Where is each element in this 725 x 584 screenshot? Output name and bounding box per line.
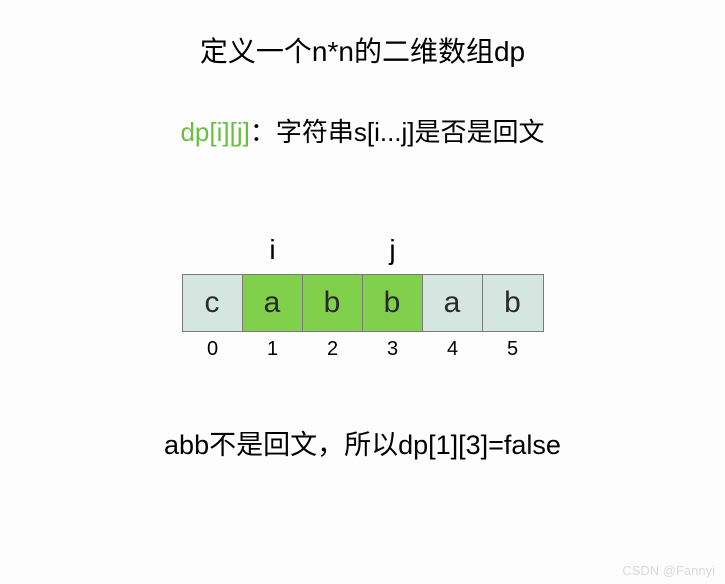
index-4: 4 — [423, 338, 483, 361]
index-row: 0 1 2 3 4 5 — [183, 338, 543, 361]
conclusion-text: abb不是回文，所以dp[1][3]=false — [0, 423, 725, 462]
array-cells: c a b b a b — [182, 274, 544, 332]
index-2: 2 — [303, 338, 363, 361]
dp-notation: dp[i][j] — [180, 117, 249, 147]
watermark: CSDN @Fannyi — [622, 563, 715, 578]
pointer-cell — [183, 234, 243, 266]
index-5: 5 — [483, 338, 543, 361]
pointer-row: i j — [183, 234, 543, 266]
array-cell-2: b — [303, 275, 363, 331]
definition-text: dp[i][j]：字符串s[i...j]是否是回文 — [0, 112, 725, 149]
pointer-j: j — [363, 234, 423, 266]
pointer-cell — [483, 234, 543, 266]
array-cell-4: a — [423, 275, 483, 331]
pointer-i: i — [243, 234, 303, 266]
index-3: 3 — [363, 338, 423, 361]
array-cell-3: b — [363, 275, 423, 331]
index-0: 0 — [183, 338, 243, 361]
array-cell-5: b — [483, 275, 543, 331]
array-diagram: i j c a b b a b 0 1 2 3 4 5 — [0, 234, 725, 361]
pointer-cell — [303, 234, 363, 266]
definition-separator: ： — [250, 117, 276, 147]
index-1: 1 — [243, 338, 303, 361]
page-title: 定义一个n*n的二维数组dp — [0, 30, 725, 70]
pointer-cell — [423, 234, 483, 266]
array-cell-0: c — [183, 275, 243, 331]
definition-body: 字符串s[i...j]是否是回文 — [276, 117, 545, 147]
array-cell-1: a — [243, 275, 303, 331]
